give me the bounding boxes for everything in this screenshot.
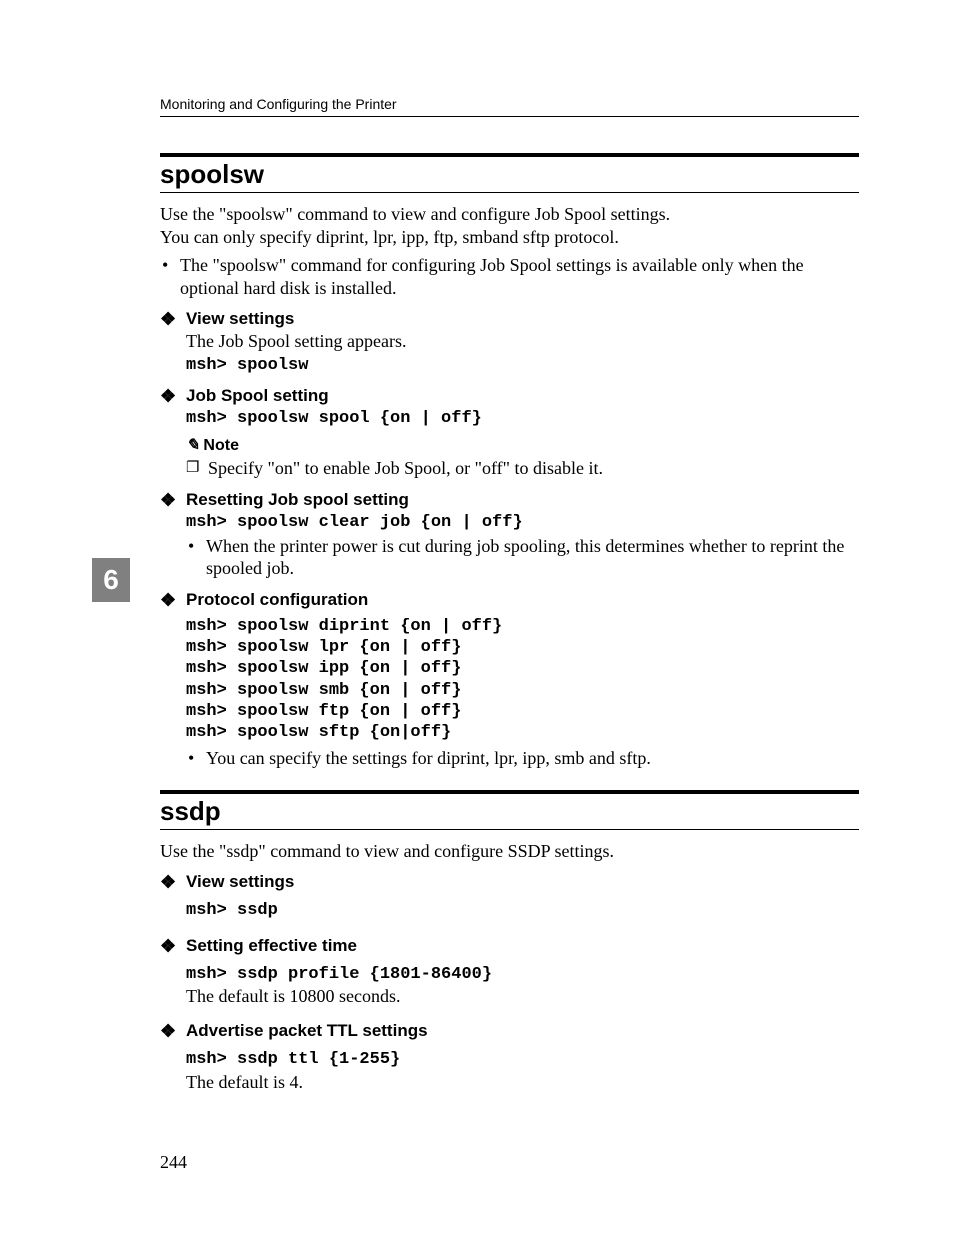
paragraph: Use the "ssdp" command to view and confi…	[160, 840, 859, 863]
command-line: msh> ssdp	[186, 900, 859, 921]
paragraph: The default is 4.	[186, 1071, 859, 1094]
paragraph: You can only specify diprint, lpr, ipp, …	[160, 226, 859, 249]
subsection-list: View settings msh> ssdp Setting effectiv…	[160, 872, 859, 1093]
bullet-item: The "spoolsw" command for configuring Jo…	[160, 254, 859, 299]
subsection-heading: Protocol configuration	[160, 590, 859, 610]
note-list: Specify "on" to enable Job Spool, or "of…	[186, 457, 859, 480]
command-line: msh> ssdp profile {1801-86400}	[186, 964, 859, 985]
subsection-ssdp-ttl: Advertise packet TTL settings msh> ssdp …	[160, 1021, 859, 1093]
subsection-heading: Setting effective time	[160, 936, 859, 956]
page: Monitoring and Configuring the Printer s…	[0, 0, 954, 1235]
subsection-heading: Job Spool setting	[160, 386, 859, 406]
subsection-ssdp-effective: Setting effective time msh> ssdp profile…	[160, 936, 859, 1008]
paragraph: The default is 10800 seconds.	[186, 985, 859, 1008]
note-icon: ✎	[186, 437, 199, 454]
subsection-heading: Resetting Job spool setting	[160, 490, 859, 510]
command-line: msh> ssdp ttl {1-255}	[186, 1049, 859, 1070]
command-line: msh> spoolsw	[186, 355, 859, 376]
running-head: Monitoring and Configuring the Printer	[160, 96, 859, 117]
subsection-heading: View settings	[160, 872, 859, 892]
paragraph: Use the "spoolsw" command to view and co…	[160, 203, 859, 226]
subsection-heading: Advertise packet TTL settings	[160, 1021, 859, 1041]
note-item: Specify "on" to enable Job Spool, or "of…	[186, 457, 859, 480]
section-rule	[160, 790, 859, 794]
command-line: msh> spoolsw clear job {on | off}	[186, 512, 859, 533]
bullet-item: You can specify the settings for diprint…	[186, 747, 859, 770]
command-line: msh> spoolsw spool {on | off}	[186, 408, 859, 429]
section-heading-ssdp: ssdp	[160, 796, 859, 830]
bullet-list: The "spoolsw" command for configuring Jo…	[160, 254, 859, 299]
note-label-text: Note	[203, 437, 239, 454]
bullet-list: You can specify the settings for diprint…	[186, 747, 859, 770]
bullet-item: When the printer power is cut during job…	[186, 535, 859, 580]
subsection-protocol: Protocol configuration msh> spoolsw dipr…	[160, 590, 859, 770]
subsection-job-spool: Job Spool setting msh> spoolsw spool {on…	[160, 386, 859, 480]
subsection-ssdp-view: View settings msh> ssdp	[160, 872, 859, 921]
command-block: msh> spoolsw diprint {on | off} msh> spo…	[186, 616, 859, 744]
note-label: ✎Note	[186, 435, 859, 455]
subsection-reset: Resetting Job spool setting msh> spoolsw…	[160, 490, 859, 580]
subsection-view-settings: View settings The Job Spool setting appe…	[160, 309, 859, 376]
bullet-list: When the printer power is cut during job…	[186, 535, 859, 580]
subsection-heading: View settings	[160, 309, 859, 329]
section-heading-spoolsw: spoolsw	[160, 159, 859, 193]
chapter-tab: 6	[92, 558, 130, 602]
section-rule	[160, 153, 859, 157]
page-number: 244	[160, 1152, 187, 1173]
subsection-list: View settings The Job Spool setting appe…	[160, 309, 859, 770]
paragraph: The Job Spool setting appears.	[186, 330, 859, 353]
